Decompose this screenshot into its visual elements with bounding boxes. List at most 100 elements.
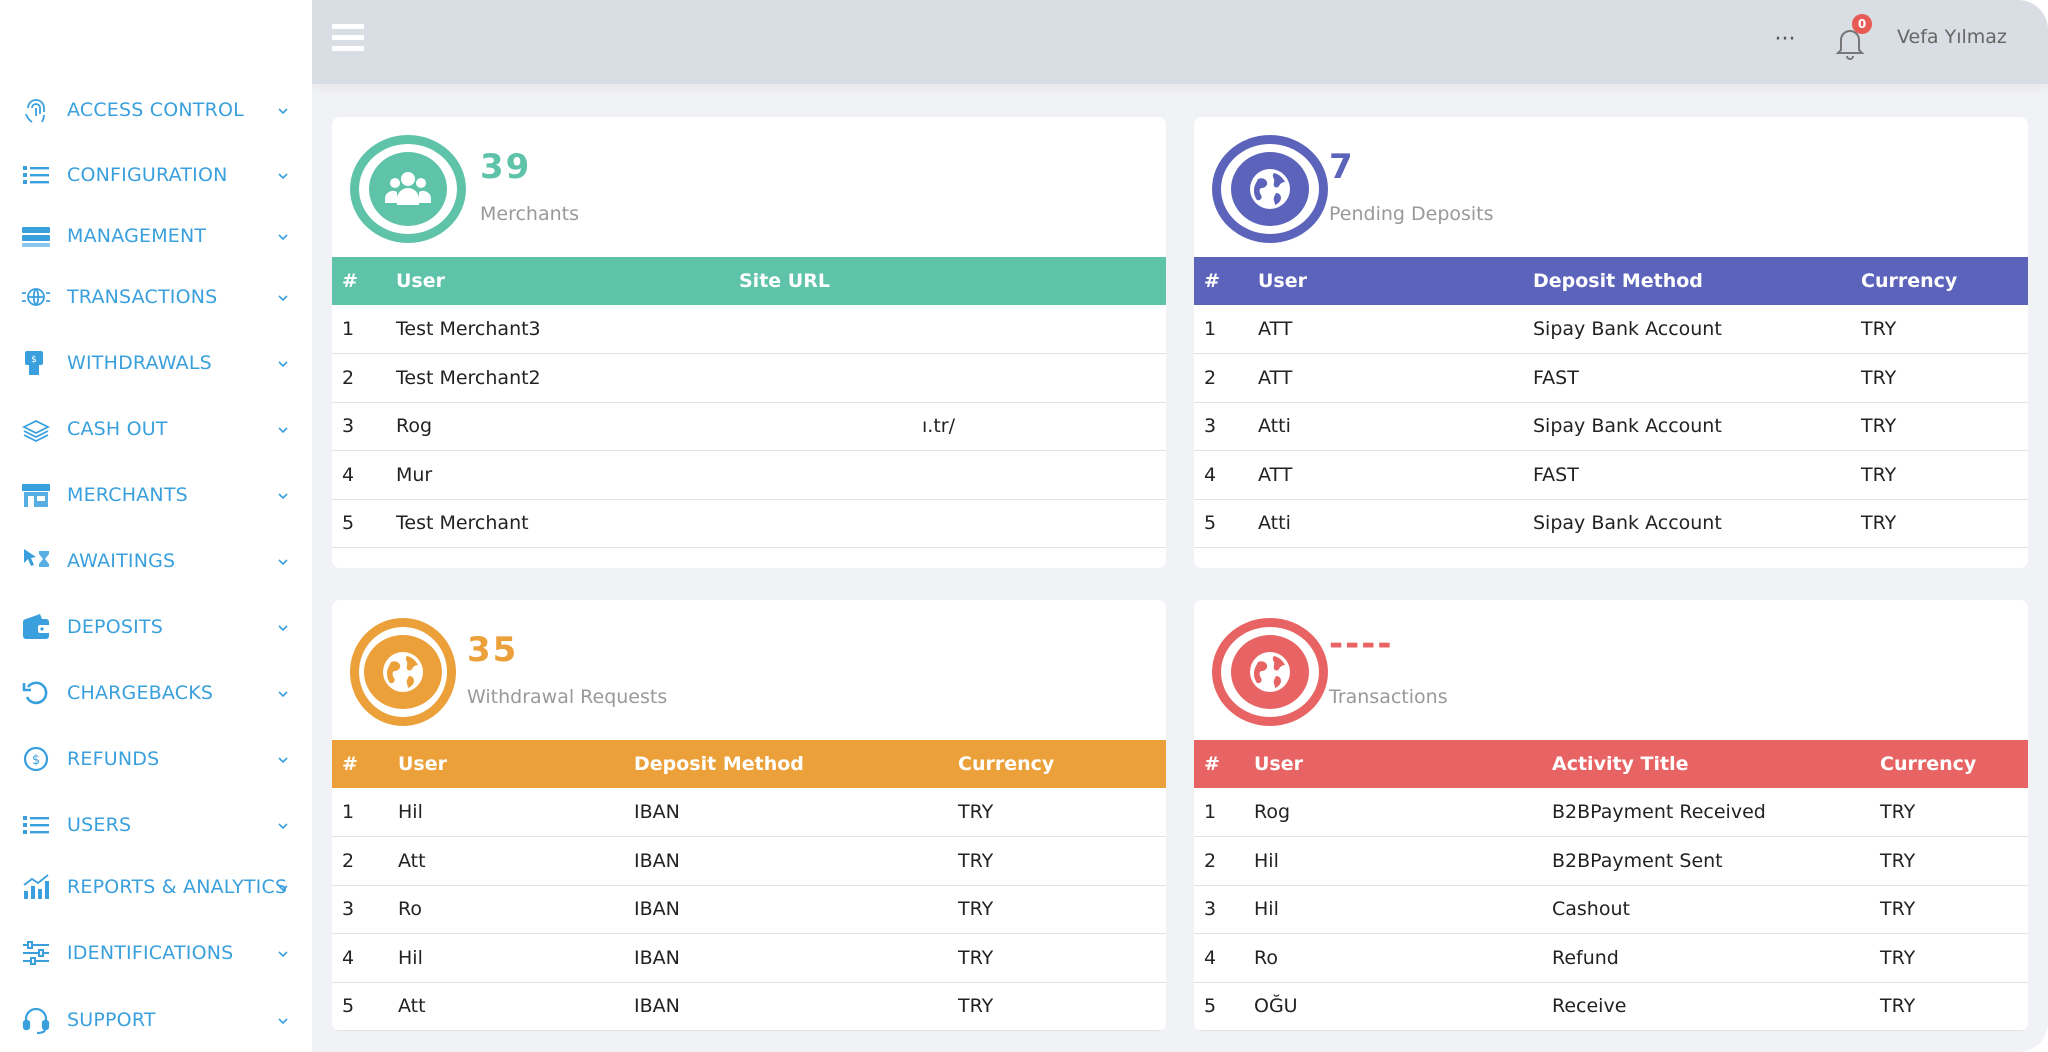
chevron-down-icon (276, 620, 290, 634)
withdrawal-requests-count: 35 (467, 630, 519, 670)
sidebar-item-label: ACCESS CONTROL (67, 99, 244, 121)
server-icon (18, 219, 54, 253)
globe-icon (1250, 652, 1290, 692)
column-header: Deposit Method (1533, 270, 1703, 292)
table-row[interactable]: 2 ATT FAST TRY (1194, 354, 2028, 402)
bell-icon (1835, 30, 1865, 60)
table-row[interactable]: 3 Rog ı.tr/ (332, 402, 1166, 451)
transactions-card: ---- Transactions # User Activity Title … (1194, 600, 2028, 1031)
sidebar-item-withdrawals[interactable]: $ WITHDRAWALS (0, 338, 312, 388)
table-row[interactable]: 5 Test Merchant (332, 499, 1166, 548)
sidebar-item-label: IDENTIFICATIONS (67, 942, 234, 964)
sidebar-item-label: CONFIGURATION (67, 164, 228, 186)
chevron-down-icon (276, 880, 290, 894)
sidebar-item-cash-out[interactable]: CASH OUT (0, 404, 312, 454)
store-icon (18, 478, 54, 512)
sidebar-item-configuration[interactable]: CONFIGURATION (0, 150, 312, 200)
column-header: Activity Title (1552, 753, 1689, 775)
deposits-icon-ring (1212, 135, 1328, 243)
table-row[interactable]: 2 Test Merchant2 (332, 354, 1166, 402)
refund-icon: $ (18, 742, 54, 776)
sidebar-item-awaitings[interactable]: AWAITINGS (0, 536, 312, 586)
sidebar-item-label: SUPPORT (67, 1009, 156, 1031)
sidebar-item-identifications[interactable]: IDENTIFICATIONS (0, 928, 312, 978)
table-row[interactable]: 3 Atti Sipay Bank Account TRY (1194, 402, 2028, 451)
table-row[interactable]: 3 Ro IBAN TRY (332, 885, 1166, 934)
sidebar-item-label: CASH OUT (67, 418, 168, 440)
user-menu[interactable]: Vefa Yılmaz (1897, 26, 2007, 48)
table-row[interactable]: 5 Att IBAN TRY (332, 982, 1166, 1031)
column-header: Currency (1861, 270, 1958, 292)
table-row[interactable]: 1 Rog B2BPayment Received TRY (1194, 788, 2028, 837)
table-row[interactable]: 4 Ro Refund TRY (1194, 934, 2028, 982)
globe-transfer-icon (18, 280, 54, 314)
chevron-down-icon (276, 752, 290, 766)
svg-text:$: $ (32, 753, 40, 768)
table-row[interactable]: 5 Atti Sipay Bank Account TRY (1194, 499, 2028, 548)
chevron-down-icon (276, 168, 290, 182)
column-header: Deposit Method (634, 753, 804, 775)
chart-icon (18, 870, 54, 904)
pending-deposits-count: 7 (1329, 147, 1355, 187)
transactions-label: Transactions (1329, 686, 1448, 708)
table-row[interactable]: 4 Hil IBAN TRY (332, 934, 1166, 982)
more-options-button[interactable]: ··· (1767, 22, 1803, 56)
sidebar-item-management[interactable]: MANAGEMENT (0, 211, 312, 261)
sidebar-item-label: REFUNDS (67, 748, 160, 770)
undo-icon (18, 676, 54, 710)
withdrawals-icon-ring (350, 618, 456, 726)
pending-deposits-table: # User Deposit Method Currency 1 ATT Sipay… (1194, 257, 2028, 548)
column-header: # (342, 753, 358, 775)
main-content: ··· 0 Vefa Yılmaz 39 Merchants # User Si… (312, 0, 2048, 1052)
table-row[interactable]: 2 Hil B2BPayment Sent TRY (1194, 837, 2028, 885)
table-row[interactable]: 2 Att IBAN TRY (332, 837, 1166, 885)
sidebar-item-support[interactable]: SUPPORT (0, 995, 312, 1045)
sidebar-item-reports-analytics[interactable]: REPORTS & ANALYTICS (0, 862, 312, 912)
sidebar-item-label: MANAGEMENT (67, 225, 207, 247)
column-header: Currency (1880, 753, 1977, 775)
column-header: # (342, 270, 358, 292)
table-row[interactable]: 4 ATT FAST TRY (1194, 451, 2028, 499)
sidebar-item-deposits[interactable]: DEPOSITS (0, 602, 312, 652)
chevron-down-icon (276, 356, 290, 370)
column-header: # (1204, 270, 1220, 292)
sidebar-item-refunds[interactable]: $ REFUNDS (0, 734, 312, 784)
sidebar-item-label: REPORTS & ANALYTICS (67, 876, 288, 898)
list-icon (18, 808, 54, 842)
sidebar-item-merchants[interactable]: MERCHANTS (0, 470, 312, 520)
sidebar: ACCESS CONTROL CONFIGURATION MANAGEMENT … (0, 0, 312, 1052)
chevron-down-icon (276, 554, 290, 568)
sidebar-item-users[interactable]: USERS (0, 800, 312, 850)
chevron-down-icon (276, 422, 290, 436)
chevron-down-icon (276, 103, 290, 117)
top-bar: ··· 0 Vefa Yılmaz (312, 0, 2048, 84)
chevron-down-icon (276, 290, 290, 304)
table-row[interactable]: 5 OĞU Receive TRY (1194, 982, 2028, 1031)
table-row[interactable]: 4 Mur (332, 451, 1166, 499)
pending-deposits-label: Pending Deposits (1329, 203, 1494, 225)
table-row[interactable]: 1 ATT Sipay Bank Account TRY (1194, 305, 2028, 354)
table-row[interactable]: 1 Hil IBAN TRY (332, 788, 1166, 837)
notifications-button[interactable]: 0 (1832, 14, 1872, 60)
column-header: User (1254, 753, 1303, 775)
withdrawal-requests-card: 35 Withdrawal Requests # User Deposit Me… (332, 600, 1166, 1031)
table-row[interactable]: 1 Test Merchant3 (332, 305, 1166, 354)
table-row[interactable]: 3 Hil Cashout TRY (1194, 885, 2028, 934)
hamburger-menu-button[interactable] (332, 24, 364, 54)
svg-text:$: $ (31, 355, 37, 365)
chevron-down-icon (276, 818, 290, 832)
chevron-down-icon (276, 686, 290, 700)
fingerprint-icon (18, 93, 54, 127)
chevron-down-icon (276, 488, 290, 502)
column-header: Currency (958, 753, 1055, 775)
withdrawal-requests-label: Withdrawal Requests (467, 686, 668, 708)
notification-badge: 0 (1852, 14, 1872, 34)
merchants-table: # User Site URL 1 Test Merchant3 2 Test Me… (332, 257, 1166, 548)
sidebar-item-transactions[interactable]: TRANSACTIONS (0, 272, 312, 322)
sidebar-item-access-control[interactable]: ACCESS CONTROL (0, 85, 312, 135)
transactions-table: # User Activity Title Currency 1 Rog B2BPa… (1194, 740, 2028, 1031)
sidebar-item-label: USERS (67, 814, 132, 836)
sidebar-item-chargebacks[interactable]: CHARGEBACKS (0, 668, 312, 718)
atm-icon: $ (18, 346, 54, 380)
column-header: User (1258, 270, 1307, 292)
